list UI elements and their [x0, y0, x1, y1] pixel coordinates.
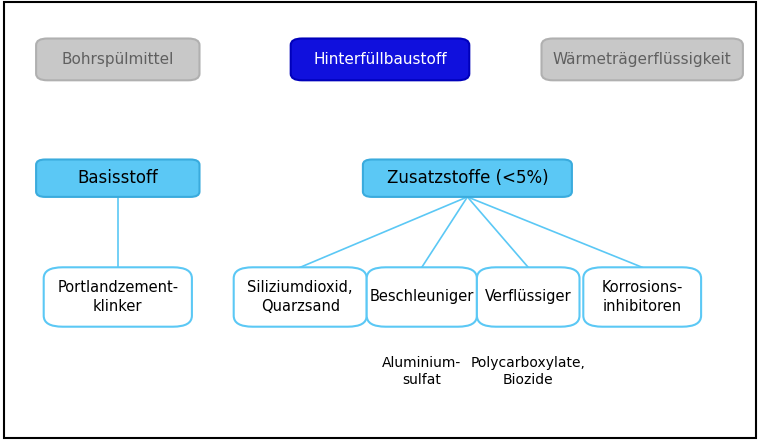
- FancyBboxPatch shape: [36, 160, 199, 197]
- FancyBboxPatch shape: [43, 267, 192, 326]
- FancyBboxPatch shape: [36, 38, 199, 80]
- Text: Wärmeträgerflüssigkeit: Wärmeträgerflüssigkeit: [553, 52, 732, 67]
- Text: Basisstoff: Basisstoff: [78, 169, 158, 187]
- Text: Zusatzstoffe (<5%): Zusatzstoffe (<5%): [387, 169, 548, 187]
- Text: Beschleuniger: Beschleuniger: [369, 290, 474, 304]
- Text: Polycarboxylate,
Biozide: Polycarboxylate, Biozide: [470, 356, 586, 388]
- Text: Korrosions-
inhibitoren: Korrosions- inhibitoren: [601, 280, 683, 314]
- FancyBboxPatch shape: [541, 38, 743, 80]
- FancyBboxPatch shape: [367, 267, 477, 326]
- Text: Verflüssiger: Verflüssiger: [485, 290, 572, 304]
- FancyBboxPatch shape: [363, 160, 572, 197]
- Text: Siliziumdioxid,
Quarzsand: Siliziumdioxid, Quarzsand: [248, 280, 353, 314]
- Text: Hinterfüllbaustoff: Hinterfüllbaustoff: [313, 52, 447, 67]
- Text: Aluminium-
sulfat: Aluminium- sulfat: [382, 356, 461, 388]
- Text: Bohrspülmittel: Bohrspülmittel: [62, 52, 174, 67]
- FancyBboxPatch shape: [477, 267, 579, 326]
- FancyBboxPatch shape: [290, 38, 469, 80]
- FancyBboxPatch shape: [234, 267, 366, 326]
- Text: Portlandzement-
klinker: Portlandzement- klinker: [57, 280, 179, 314]
- FancyBboxPatch shape: [584, 267, 701, 326]
